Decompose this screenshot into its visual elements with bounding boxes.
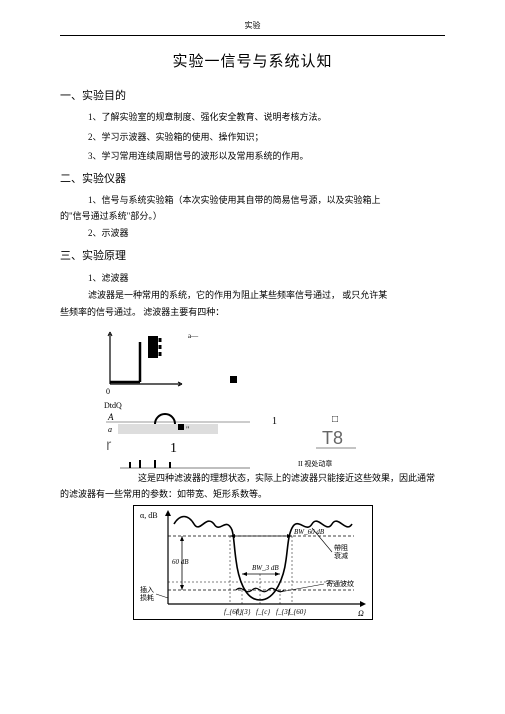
list-item: 1、信号与系统实验箱（本次实验使用其自带的简易信号源，以及实验箱上: [88, 194, 445, 208]
body-text: 些频率的信号通过。 滤波器主要有四种：: [60, 305, 445, 319]
fig-label: 1: [272, 416, 277, 427]
figure-filter-ideal: a— 0 DtdQ A a " r 1: [60, 324, 445, 469]
page-header-label: 实验: [60, 20, 445, 31]
fig-label: A: [107, 412, 114, 422]
fig-label: BW_3 dB: [252, 564, 279, 572]
fig-label: BW_60 dB: [294, 528, 325, 536]
fig-label: 帶阻: [334, 543, 348, 552]
fig-label: a: [108, 425, 112, 434]
fig-label: 衰减: [334, 551, 348, 560]
page-title: 实验一信号与系统认知: [60, 50, 445, 71]
axis-label: Ω: [358, 609, 364, 618]
body-text: 的滤波器有一些常用的参数：如带宽、矩形系数等。: [60, 487, 445, 501]
section-1-heading: 一、实验目的: [60, 87, 445, 103]
figure-filter-response: α, dB Ω BW_60 dB BW_3 dB 60 dB: [60, 505, 445, 620]
list-item: 2、示波器: [88, 227, 445, 241]
fig-label: DtdQ: [104, 401, 122, 410]
header-rule: [60, 35, 445, 36]
body-text: 这是四种滤波器的理想状态，实际上的滤波器只能接近这些效果，因此通常: [60, 471, 445, 485]
fig-label: T8: [322, 428, 343, 448]
axis-label: α, dB: [140, 511, 158, 520]
section-3-heading: 三、实验原理: [60, 247, 445, 263]
fig-label: a—: [188, 332, 199, 340]
fig-label: 60 dB: [172, 558, 189, 566]
fig-label: 0: [106, 387, 110, 396]
fig-label: II 视处动章: [298, 459, 332, 468]
tick-label: f_{60}: [288, 608, 306, 616]
tick-label: f_{3}: [236, 608, 251, 616]
list-item: 1、滤波器: [88, 271, 445, 284]
list-item: 2、学习示波器、实验箱的使用、操作知识；: [88, 131, 445, 145]
fig-label: r: [106, 437, 112, 454]
body-text: 的"信号通过系统"部分。）: [60, 209, 445, 223]
body-text: 滤波器是一种常用的系统，它的作用为阻止某些频率信号通过， 或只允许某: [60, 288, 445, 303]
section-2-heading: 二、实验仪器: [60, 170, 445, 186]
list-item: 1、了解实验室的规章制度、强化安全教育、说明考核方法。: [88, 111, 445, 125]
fig-label: 寄通波纹: [326, 579, 354, 588]
fig-label: □: [332, 414, 338, 425]
fig-label: 损耗: [140, 593, 154, 602]
list-item: 3、学习常用连续周期信号的波形以及常用系统的作用。: [88, 150, 445, 164]
fig-label: 插入: [140, 585, 154, 594]
fig-label: 1: [170, 441, 177, 456]
tick-label: f_{c}: [256, 608, 270, 616]
fig-label: ": [186, 425, 189, 434]
